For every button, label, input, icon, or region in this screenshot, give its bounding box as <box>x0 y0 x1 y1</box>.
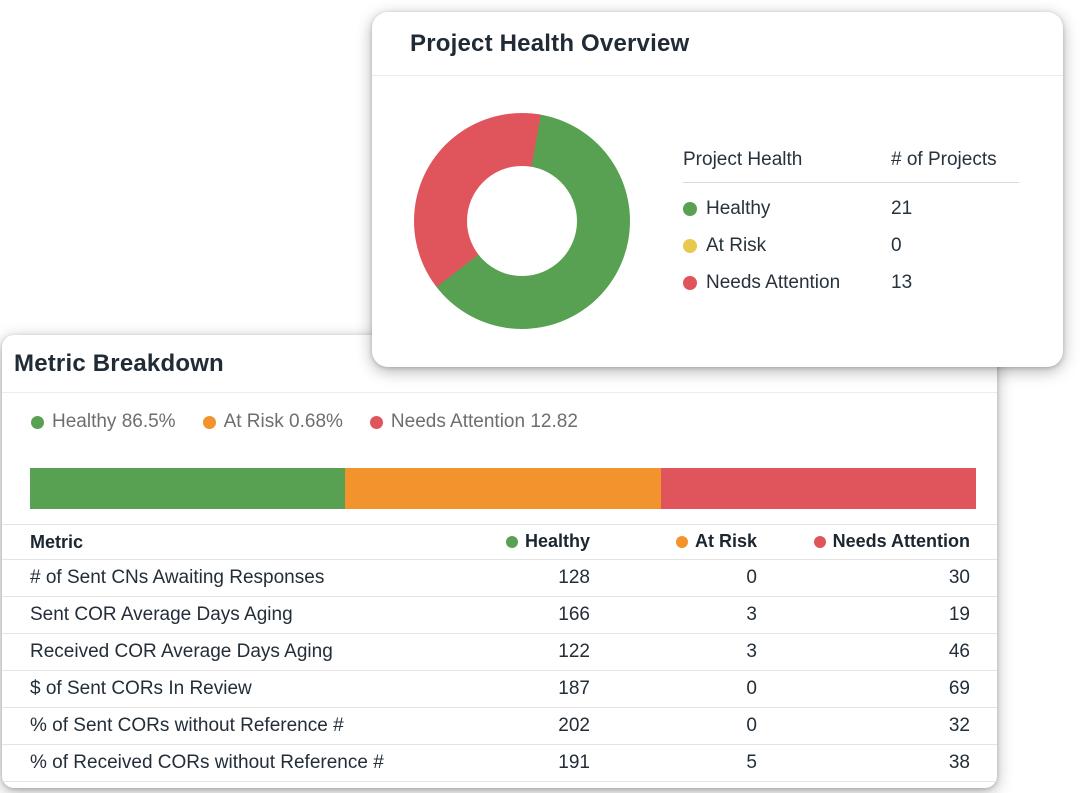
metric-breakdown-title: Metric Breakdown <box>14 349 224 377</box>
at-risk-cell: 3 <box>590 596 757 634</box>
metric-cell: Received COR Average Days Aging <box>2 633 430 671</box>
at-risk-dot-icon <box>675 535 688 548</box>
legend-row-healthy[interactable]: Healthy 21 <box>683 198 1019 220</box>
needs-attention-cell: 69 <box>757 670 997 708</box>
table-header-row: Metric Healthy At Risk <box>2 524 997 560</box>
metric-cell: $ of Sent CORs In Review <box>2 670 430 708</box>
needs-attention-cell: 30 <box>757 559 997 597</box>
stacked-bar-chart[interactable] <box>30 468 976 509</box>
table-row: $ of Sent CORs In Review 187 0 69 <box>2 670 997 708</box>
table-row: Sent COR Average Days Aging 166 3 19 <box>2 596 997 634</box>
healthy-cell: 128 <box>430 559 590 597</box>
healthy-cell: 122 <box>430 633 590 671</box>
legend-label: Healthy <box>706 197 771 219</box>
healthy-cell: 202 <box>430 707 590 745</box>
legend-col-project-health: Project Health <box>683 148 803 170</box>
col-header-metric: Metric <box>2 524 430 560</box>
bar-segment-healthy[interactable] <box>30 468 346 509</box>
project-health-overview-title: Project Health Overview <box>410 29 690 57</box>
healthy-cell: 191 <box>430 744 590 782</box>
legend-row-needs-attention[interactable]: Needs Attention 13 <box>683 272 1019 294</box>
at-risk-cell: 3 <box>590 633 757 671</box>
needs-attention-cell: 32 <box>757 707 997 745</box>
project-health-donut-chart[interactable] <box>414 113 630 329</box>
legend-col-num-projects: # of Projects <box>891 148 997 170</box>
needs-attention-dot-icon <box>369 415 383 429</box>
at-risk-cell: 0 <box>590 559 757 597</box>
legend-value: 21 <box>891 197 913 219</box>
needs-attention-cell: 38 <box>757 744 997 782</box>
legend-label: Needs Attention <box>706 271 841 293</box>
project-health-legend-table: Project Health # of Projects Healthy 21 … <box>683 149 1019 294</box>
metric-breakdown-header: Metric Breakdown <box>2 335 997 393</box>
legend-value: 0 <box>891 234 902 256</box>
project-health-overview-card: Project Health Overview Project Health #… <box>372 12 1063 367</box>
healthy-cell: 187 <box>430 670 590 708</box>
bar-segment-at-risk[interactable] <box>345 468 661 509</box>
metric-cell: % of Received CORs without Reference # <box>2 744 430 782</box>
needs-attention-cell: 46 <box>757 633 997 671</box>
col-header-at-risk: At Risk <box>590 524 757 560</box>
table-row: % of Sent CORs without Reference # 202 0… <box>2 707 997 745</box>
legend-label: Healthy 86.5% <box>52 411 176 432</box>
table-row: % of Received CORs without Reference # 1… <box>2 744 997 782</box>
healthy-cell: 166 <box>430 596 590 634</box>
healthy-dot-icon <box>683 201 697 216</box>
legend-label: Needs Attention 12.82 <box>390 411 578 432</box>
bar-segment-needs-attention[interactable] <box>660 468 976 509</box>
legend-item-at-risk[interactable]: At Risk 0.68% <box>202 411 343 433</box>
project-health-overview-body: Project Health # of Projects Healthy 21 … <box>372 76 1063 366</box>
legend-row-at-risk[interactable]: At Risk 0 <box>683 235 1019 257</box>
metric-cell: % of Sent CORs without Reference # <box>2 707 430 745</box>
donut-hole <box>467 166 577 276</box>
needs-attention-dot-icon <box>813 535 826 548</box>
col-header-healthy: Healthy <box>430 524 590 560</box>
metric-breakdown-legend: Healthy 86.5% At Risk 0.68% Needs Attent… <box>31 410 997 434</box>
legend-label: At Risk 0.68% <box>223 411 343 432</box>
metric-breakdown-card: Metric Breakdown Healthy 86.5% At Risk 0… <box>2 335 997 788</box>
at-risk-dot-icon <box>683 238 697 253</box>
table-row: Received COR Average Days Aging 122 3 46 <box>2 633 997 671</box>
metric-breakdown-table: Metric Healthy At Risk <box>2 524 997 782</box>
at-risk-cell: 0 <box>590 670 757 708</box>
metric-cell: # of Sent CNs Awaiting Responses <box>2 559 430 597</box>
needs-attention-dot-icon <box>683 275 697 290</box>
project-health-overview-header: Project Health Overview <box>372 12 1063 76</box>
at-risk-cell: 5 <box>590 744 757 782</box>
metric-cell: Sent COR Average Days Aging <box>2 596 430 634</box>
legend-header-row: Project Health # of Projects <box>683 149 1019 183</box>
at-risk-dot-icon <box>202 415 216 429</box>
col-header-needs-attention: Needs Attention <box>757 524 997 560</box>
legend-value: 13 <box>891 271 913 293</box>
healthy-dot-icon <box>31 415 44 429</box>
legend-item-healthy[interactable]: Healthy 86.5% <box>31 411 176 433</box>
needs-attention-cell: 19 <box>757 596 997 634</box>
healthy-dot-icon <box>505 535 518 548</box>
at-risk-cell: 0 <box>590 707 757 745</box>
legend-label: At Risk <box>706 234 767 256</box>
legend-item-needs-attention[interactable]: Needs Attention 12.82 <box>369 411 578 433</box>
table-row: # of Sent CNs Awaiting Responses 128 0 3… <box>2 559 997 597</box>
